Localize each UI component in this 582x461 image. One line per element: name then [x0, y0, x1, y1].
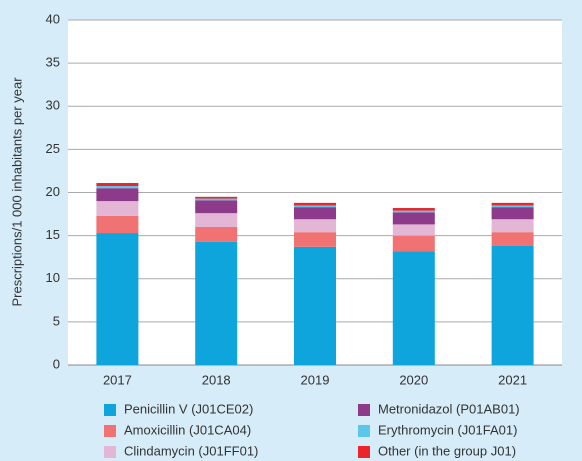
legend-swatch [358, 425, 370, 437]
bar-segment [392, 235, 435, 252]
bar-segment [491, 207, 534, 220]
bar-segment [195, 196, 238, 199]
bar-segment [392, 251, 435, 365]
legend-label: Amoxicillin (J01CA04) [124, 422, 251, 437]
bar-segment [96, 201, 139, 216]
legend-label: Clindamycin (J01FF01) [124, 443, 258, 458]
bar-segment [491, 219, 534, 233]
bar-segment [491, 245, 534, 365]
bar-segment [294, 246, 336, 365]
bar-segment [392, 208, 435, 211]
bar-segment [96, 233, 139, 365]
bar-segment [96, 188, 139, 202]
x-tick-label: 2021 [498, 372, 527, 387]
legend-swatch [358, 446, 370, 458]
bar-segment [195, 227, 238, 242]
bar-segment [195, 198, 238, 201]
y-tick-label: 15 [46, 227, 60, 242]
legend-swatch [358, 404, 370, 416]
bar-segment [294, 205, 336, 208]
bar-segment [96, 215, 139, 234]
bar-segment [294, 207, 336, 220]
bar-segment [491, 232, 534, 246]
bar-segment [294, 202, 336, 206]
y-tick-label: 40 [46, 11, 60, 26]
bar-segment [392, 210, 435, 213]
x-tick-label: 2019 [301, 372, 330, 387]
y-tick-label: 5 [53, 313, 60, 328]
bar-segment [195, 241, 238, 365]
bar-segment [195, 200, 238, 214]
legend-label: Penicillin V (J01CE02) [124, 401, 253, 416]
legend-swatch [104, 425, 116, 437]
legend-label: Other (in the group J01) [378, 443, 516, 458]
bar-segment [96, 186, 139, 189]
bar-segment [491, 202, 534, 206]
y-tick-label: 0 [53, 356, 60, 371]
x-tick-label: 2017 [103, 372, 132, 387]
bar-segment [392, 212, 435, 225]
legend-swatch [104, 446, 116, 458]
y-tick-label: 25 [46, 141, 60, 156]
bar-segment [96, 183, 139, 187]
y-axis-label: Prescriptions/1 000 inhabitants per year [9, 77, 24, 307]
y-tick-label: 35 [46, 55, 60, 70]
legend-label: Metronidazol (P01AB01) [378, 401, 520, 416]
bar-segment [195, 213, 238, 227]
x-tick-label: 2018 [202, 372, 231, 387]
bar-segment [294, 219, 336, 233]
bar-segment [294, 232, 336, 247]
y-tick-label: 10 [46, 270, 60, 285]
y-tick-label: 20 [46, 184, 60, 199]
y-tick-label: 30 [46, 98, 60, 113]
x-tick-label: 2020 [399, 372, 428, 387]
bar-segment [491, 205, 534, 208]
bar-segment [392, 224, 435, 236]
legend-label: Erythromycin (J01FA01) [378, 422, 517, 437]
legend-swatch [104, 404, 116, 416]
